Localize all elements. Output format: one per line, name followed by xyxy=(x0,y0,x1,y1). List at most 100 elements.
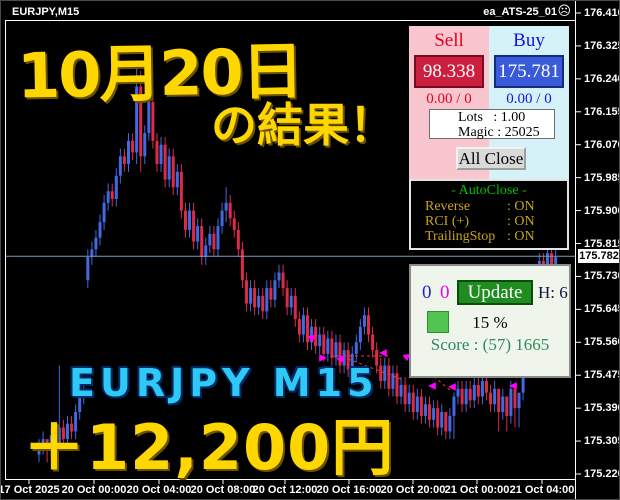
candle-body xyxy=(208,233,212,246)
candle-body xyxy=(78,396,82,413)
candle-body xyxy=(305,315,309,343)
candle-body xyxy=(448,415,452,432)
candle-body xyxy=(151,102,155,141)
candle-body xyxy=(375,350,379,366)
price-axis-label: 175.730 xyxy=(584,270,620,283)
candle-body xyxy=(297,319,301,335)
candle-body xyxy=(82,388,86,397)
sell-price-button[interactable]: 98.338 xyxy=(414,55,484,88)
candle-body xyxy=(411,392,415,413)
candle-body xyxy=(228,202,232,219)
candle-body xyxy=(94,237,98,250)
candle-body xyxy=(57,427,61,444)
candle-body xyxy=(183,210,187,230)
candle-body xyxy=(98,222,102,238)
candle-body xyxy=(204,245,208,258)
candle-body xyxy=(358,326,362,343)
time-axis-label: 20 Oct 04:00 xyxy=(126,484,192,496)
autoclose-label: TrailingStop xyxy=(425,229,496,244)
update-button[interactable]: Update xyxy=(457,280,533,305)
candle-body xyxy=(350,353,354,370)
candle-body xyxy=(257,295,261,308)
candle-body xyxy=(395,373,399,397)
candle-body xyxy=(472,384,476,401)
candle-body xyxy=(216,226,220,250)
candle-body xyxy=(517,392,521,409)
candle-body xyxy=(383,365,387,382)
candle-body xyxy=(452,396,456,416)
candle-body xyxy=(196,226,200,242)
autoclose-row-rci: RCI (+) : ON xyxy=(425,214,553,229)
candle-body xyxy=(423,404,427,416)
trade-arrow-icon: ◀ xyxy=(448,382,456,393)
candle-body xyxy=(554,257,558,265)
candle-body xyxy=(464,388,468,405)
candle-body xyxy=(497,388,501,413)
autoclose-title: - AutoClose - xyxy=(451,183,527,198)
candle-body xyxy=(192,210,196,242)
blue-counter: 0 xyxy=(422,282,432,303)
candle-body xyxy=(432,408,436,420)
lots-line: Lots : 1.00 xyxy=(458,110,526,125)
sell-column: Sell 98.338 0.00 / 0 xyxy=(409,26,489,179)
ea-status-face-icon: ☹ xyxy=(557,3,571,18)
autoclose-value: : ON xyxy=(507,229,535,244)
candle-body xyxy=(175,171,179,188)
candle-body xyxy=(269,288,273,300)
candle-body xyxy=(489,392,493,405)
trade-arrow-icon: ▶ xyxy=(319,353,327,364)
candle-body xyxy=(501,396,505,413)
candle-body xyxy=(212,233,216,250)
candle-body xyxy=(155,140,159,165)
all-close-button[interactable]: All Close xyxy=(456,147,526,170)
candle-body xyxy=(236,229,240,250)
candle-body xyxy=(70,423,74,432)
candle-body xyxy=(326,338,330,354)
candle-body xyxy=(407,392,411,405)
time-axis-label: 20 Oct 08:00 xyxy=(190,484,256,496)
buy-title: Buy xyxy=(513,30,545,51)
candle-body xyxy=(403,384,407,405)
candle-body xyxy=(318,334,322,347)
candle-body xyxy=(285,288,289,308)
candle-body xyxy=(147,102,151,134)
ea-name-label: ea_ATS-25_01 xyxy=(483,6,557,18)
status-indicator-square[interactable] xyxy=(427,311,449,333)
candle-body xyxy=(45,439,49,451)
candle-body xyxy=(110,191,114,199)
candle-body xyxy=(273,280,277,300)
candle-body xyxy=(135,86,139,153)
candle-body xyxy=(220,210,224,227)
price-axis-label: 176.325 xyxy=(584,39,620,52)
candle-body xyxy=(301,315,305,335)
candle-body xyxy=(546,253,549,269)
autoclose-value: : ON xyxy=(507,214,535,229)
candle-body xyxy=(493,388,497,405)
autoclose-row-trailingstop: TrailingStop : ON xyxy=(425,229,553,244)
price-axis-label: 175.900 xyxy=(584,204,620,217)
candle-body xyxy=(440,412,444,428)
candle-body xyxy=(200,226,204,258)
autoclose-label: Reverse xyxy=(425,199,471,214)
candle-body xyxy=(513,388,517,409)
candle-body xyxy=(265,288,269,312)
buy-price-button[interactable]: 175.781 xyxy=(494,55,564,88)
candle-body xyxy=(521,365,525,393)
candle-body xyxy=(371,334,375,351)
autoclose-row-reverse: Reverse : ON xyxy=(425,199,553,214)
price-axis-label: 175.645 xyxy=(584,303,620,316)
candle-body xyxy=(114,175,118,199)
candle-body xyxy=(102,202,106,223)
candle-body xyxy=(118,156,122,176)
trade-arrow-icon: ◀ xyxy=(428,381,436,392)
sell-ratio-label: 0.00 / 0 xyxy=(426,91,472,107)
time-axis-label: 20 Oct 16:00 xyxy=(316,484,382,496)
candle-body xyxy=(391,373,395,389)
candle-body xyxy=(362,315,366,327)
trade-arrow-icon: ◀ xyxy=(336,354,344,365)
candle-body xyxy=(253,288,257,308)
pair-timeframe-text: EURJPY M15 xyxy=(69,361,379,405)
candle-body xyxy=(346,350,350,370)
